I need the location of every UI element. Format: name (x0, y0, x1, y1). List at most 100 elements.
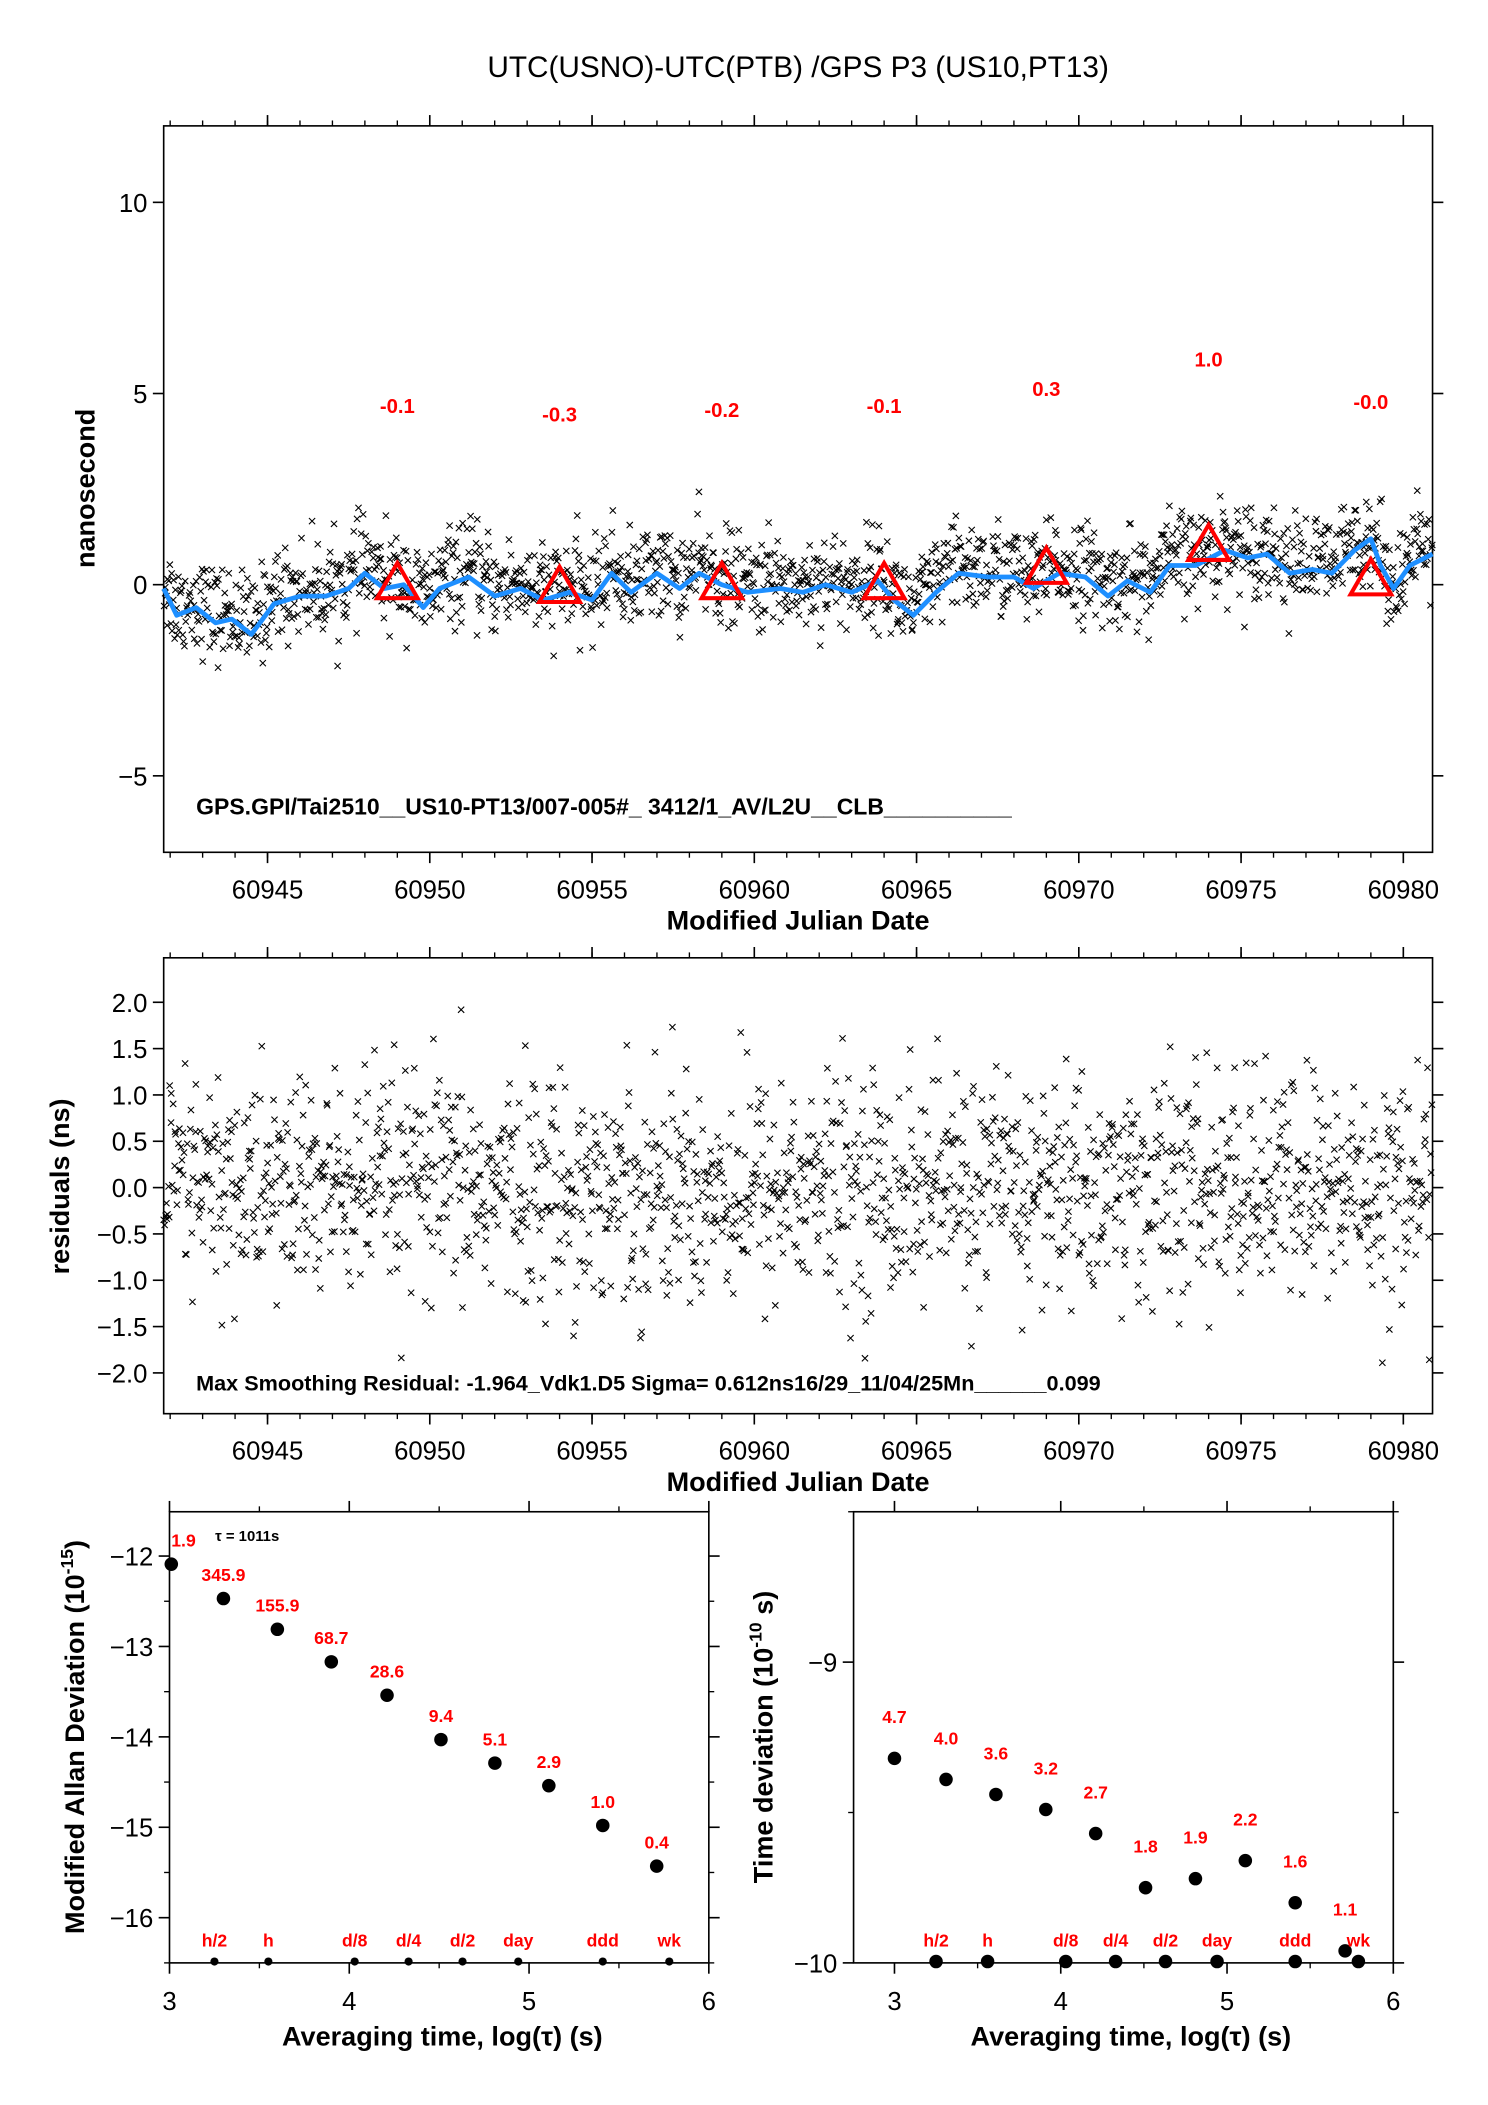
data-point (1366, 1156, 1374, 1164)
data-point (303, 1250, 311, 1258)
data-point (718, 1169, 726, 1177)
x-tick-label: 60955 (556, 876, 627, 904)
data-point (1008, 1123, 1016, 1131)
data-point (1352, 1223, 1360, 1231)
data-point (922, 1179, 930, 1187)
data-point (262, 1169, 270, 1177)
data-point (1119, 1124, 1127, 1132)
data-point (1041, 1137, 1049, 1145)
data-point (1079, 1240, 1087, 1248)
data-point (1177, 539, 1185, 547)
data-point (405, 1161, 413, 1169)
data-point (736, 1232, 744, 1240)
data-point (708, 1160, 716, 1168)
data-point (599, 1289, 607, 1297)
data-point (802, 593, 810, 601)
data-point (422, 559, 430, 567)
data-point (437, 1116, 445, 1124)
data-point (1019, 554, 1027, 562)
data-point (382, 512, 390, 520)
data-point (280, 604, 288, 612)
data-point (584, 574, 592, 582)
data-point (312, 1266, 320, 1274)
data-point (310, 598, 318, 606)
data-point (616, 1123, 624, 1131)
data-point (1144, 1221, 1152, 1229)
data-point (1394, 607, 1402, 615)
data-point (656, 562, 664, 570)
data-point (179, 1129, 187, 1137)
data-point (532, 1110, 540, 1118)
triangle-marker (1022, 543, 1071, 585)
data-point (532, 621, 540, 629)
data-point (901, 612, 909, 620)
data-point (741, 1151, 749, 1159)
data-point (484, 1142, 492, 1150)
data-point (1039, 1167, 1047, 1175)
data-point (821, 1130, 829, 1138)
data-point (995, 1212, 1003, 1220)
data-point (780, 1149, 788, 1157)
data-point (712, 1173, 720, 1181)
data-point (1180, 581, 1188, 589)
data-point (662, 1148, 670, 1156)
data-point (518, 579, 526, 587)
data-point (1394, 544, 1402, 552)
data-point (380, 1139, 388, 1147)
data-point (706, 1179, 714, 1187)
data-point (438, 1156, 446, 1164)
data-point (1345, 1151, 1353, 1159)
data-point (503, 1178, 511, 1186)
data-point (223, 607, 231, 615)
data-point (693, 1178, 701, 1186)
data-point (952, 512, 960, 520)
data-point (636, 1334, 644, 1342)
data-point (1352, 1158, 1359, 1166)
data-point (983, 1125, 991, 1133)
data-point (1400, 1218, 1408, 1226)
x-tick-label: 60960 (719, 876, 790, 904)
data-point (426, 1125, 434, 1133)
data-point (603, 1225, 611, 1233)
data-point (1286, 1149, 1294, 1157)
data-point (608, 1174, 616, 1182)
data-point (1172, 551, 1180, 559)
data-point (429, 602, 437, 610)
data-point (736, 1199, 744, 1207)
data-point (1417, 1203, 1425, 1211)
y-tick-label: −2.0 (97, 1360, 148, 1388)
data-point (996, 1131, 1004, 1139)
data-point (983, 587, 991, 595)
data-point (363, 547, 371, 555)
data-point (416, 569, 424, 577)
data-point (1382, 1181, 1390, 1189)
data-point (1181, 1165, 1189, 1173)
data-point (970, 1082, 978, 1090)
data-point (1219, 1116, 1227, 1124)
data-point (210, 1224, 218, 1232)
data-point (1297, 547, 1305, 555)
data-point (378, 1190, 386, 1198)
data-point (483, 568, 491, 576)
data-point (596, 1204, 604, 1212)
data-point (241, 1208, 249, 1216)
data-point (342, 614, 350, 622)
data-point (538, 538, 546, 546)
data-point (410, 1064, 418, 1072)
data-point (1082, 1174, 1090, 1182)
data-point (601, 1225, 609, 1233)
data-point (1203, 1049, 1211, 1057)
data-point (600, 1152, 608, 1160)
data-point (226, 642, 234, 650)
data-point (885, 605, 893, 613)
data-point (933, 1178, 941, 1186)
data-point (218, 566, 226, 574)
data-point (1080, 557, 1088, 565)
data-point (1107, 559, 1115, 567)
data-point (1127, 1130, 1135, 1138)
data-point (843, 626, 850, 634)
data-point (767, 1206, 775, 1214)
data-point (445, 1116, 453, 1124)
data-point (987, 1160, 995, 1168)
data-point (1296, 559, 1304, 567)
